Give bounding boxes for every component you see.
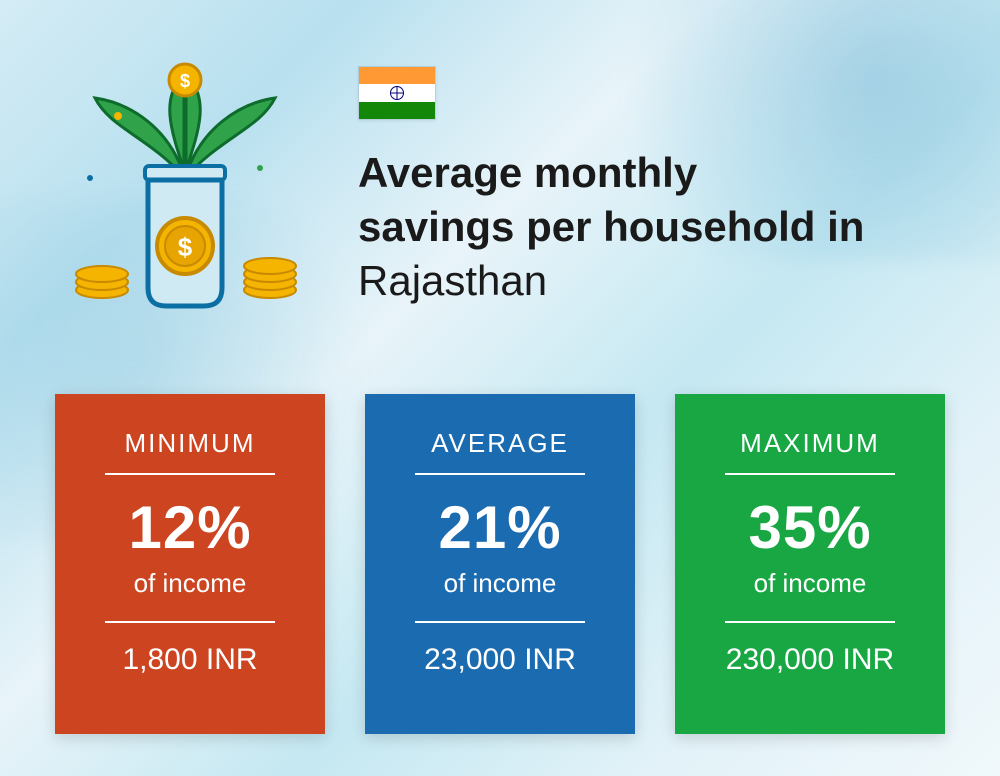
card-sub: of income	[703, 568, 917, 599]
card-label: AVERAGE	[393, 428, 607, 459]
card-label: MINIMUM	[83, 428, 297, 459]
svg-text:$: $	[178, 232, 193, 262]
title-region: Rajasthan	[358, 257, 547, 304]
india-flag-icon	[358, 66, 436, 120]
card-average: AVERAGE 21% of income 23,000 INR	[365, 394, 635, 734]
savings-jar-icon: $ $	[60, 58, 310, 318]
header: $ $ Average monthly savings per househol…	[60, 58, 960, 318]
stat-cards: MINIMUM 12% of income 1,800 INR AVERAGE …	[55, 394, 945, 734]
page-title: Average monthly savings per household in…	[358, 146, 960, 307]
card-sub: of income	[393, 568, 607, 599]
card-amount: 1,800 INR	[83, 643, 297, 677]
card-percent: 21%	[393, 493, 607, 562]
card-amount: 230,000 INR	[703, 643, 917, 677]
card-amount: 23,000 INR	[393, 643, 607, 677]
title-block: Average monthly savings per household in…	[358, 58, 960, 307]
title-line1: Average monthly	[358, 149, 697, 196]
card-label: MAXIMUM	[703, 428, 917, 459]
svg-text:$: $	[180, 71, 190, 91]
title-line2: savings per household in	[358, 203, 864, 250]
card-percent: 35%	[703, 493, 917, 562]
card-minimum: MINIMUM 12% of income 1,800 INR	[55, 394, 325, 734]
card-maximum: MAXIMUM 35% of income 230,000 INR	[675, 394, 945, 734]
card-sub: of income	[83, 568, 297, 599]
card-percent: 12%	[83, 493, 297, 562]
